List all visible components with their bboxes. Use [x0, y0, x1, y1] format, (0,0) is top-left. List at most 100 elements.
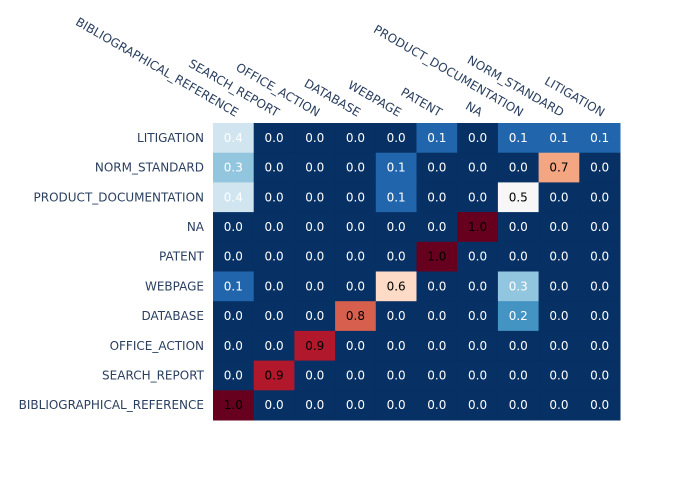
heatmap-cell-value: 0.9: [265, 368, 284, 382]
heatmap-cell-value: 0.0: [427, 161, 446, 175]
heatmap-cell-value: 0.0: [346, 220, 365, 234]
heatmap-cell-value: 0.0: [590, 309, 609, 323]
heatmap-cell-value: 0.0: [468, 309, 487, 323]
heatmap-cell: [375, 152, 417, 183]
heatmap-cell-value: 0.0: [265, 398, 284, 412]
heatmap-cell-value: 0.0: [427, 190, 446, 204]
heatmap-cell-value: 0.1: [509, 131, 528, 145]
heatmap-cell: [253, 182, 295, 213]
heatmap-cell: [579, 271, 621, 302]
heatmap-cell-value: 0.0: [346, 368, 365, 382]
heatmap-cell: [497, 330, 540, 362]
heatmap-cell-value: 0.0: [590, 398, 609, 412]
heatmap-cell-value: 0.0: [305, 131, 324, 145]
heatmap-cell: [416, 360, 458, 391]
heatmap-cell: [538, 301, 580, 332]
heatmap-cell: [294, 330, 336, 362]
heatmap-cell-value: 0.0: [468, 161, 487, 175]
heatmap-cell: [294, 301, 336, 332]
heatmap-cell-value: 1.0: [224, 398, 243, 412]
heatmap-cell-value: 0.0: [549, 339, 568, 353]
heatmap-cell-value: 0.0: [265, 131, 284, 145]
heatmap-cell-value: 0.1: [427, 131, 446, 145]
heatmap-cell-value: 0.0: [468, 398, 487, 412]
heatmap-cells: [213, 123, 621, 421]
heatmap-cell-value: 0.0: [387, 309, 406, 323]
heatmap-cell-value: 0.0: [509, 339, 528, 353]
heatmap-cell-value: 0.0: [224, 368, 243, 382]
y-tick-label: PATENT: [159, 250, 205, 264]
heatmap-cell: [253, 360, 295, 391]
heatmap-cell: [579, 301, 621, 332]
heatmap-cell-value: 0.0: [265, 339, 284, 353]
heatmap-cell-value: 0.0: [346, 398, 365, 412]
heatmap-cell: [375, 360, 417, 391]
heatmap-cell: [253, 123, 295, 154]
heatmap-cell-value: 0.0: [427, 398, 446, 412]
heatmap-cell: [213, 123, 255, 154]
heatmap-cell: [497, 182, 540, 213]
heatmap-cell-value: 0.0: [590, 220, 609, 234]
heatmap-cell-value: 0.9: [305, 339, 324, 353]
heatmap-cell-value: 0.0: [427, 309, 446, 323]
heatmap-cell: [294, 390, 336, 421]
heatmap-cell-value: 0.1: [387, 190, 406, 204]
heatmap-cell: [457, 271, 499, 302]
heatmap-cell: [294, 360, 336, 391]
heatmap-cell-value: 0.0: [346, 250, 365, 264]
heatmap-cell: [416, 241, 458, 272]
heatmap-cell: [497, 390, 540, 421]
heatmap-cell-value: 0.0: [305, 161, 324, 175]
heatmap-cell: [416, 152, 458, 183]
heatmap-cell: [375, 330, 417, 362]
heatmap-cell: [294, 182, 336, 213]
heatmap-cell: [213, 152, 255, 183]
y-tick-label: PRODUCT_DOCUMENTATION: [34, 190, 204, 204]
y-tick-label: WEBPAGE: [145, 279, 204, 293]
heatmap-cell-value: 0.0: [346, 161, 365, 175]
heatmap-cell-value: 0.0: [224, 339, 243, 353]
heatmap-cell-value: 0.0: [509, 398, 528, 412]
heatmap-cell: [497, 123, 540, 154]
heatmap-cell: [579, 241, 621, 272]
heatmap-cell-value: 0.7: [549, 161, 568, 175]
heatmap-cell: [294, 152, 336, 183]
heatmap-cell: [375, 301, 417, 332]
y-tick-label: NORM_STANDARD: [95, 161, 204, 175]
heatmap-cell: [497, 152, 540, 183]
heatmap-cell-value: 0.0: [346, 190, 365, 204]
heatmap-cell: [538, 360, 580, 391]
heatmap-cell: [416, 123, 458, 154]
heatmap-cell-value: 0.0: [305, 309, 324, 323]
y-tick-label: DATABASE: [141, 309, 204, 323]
heatmap-cell: [335, 390, 377, 421]
heatmap-cell-value: 0.0: [387, 368, 406, 382]
heatmap-cell: [457, 212, 499, 243]
heatmap-cell: [253, 390, 295, 421]
heatmap-cell-value: 0.0: [549, 250, 568, 264]
heatmap-cell-value: 0.1: [387, 161, 406, 175]
heatmap-cell-value: 0.4: [224, 131, 243, 145]
heatmap-cell: [538, 271, 580, 302]
heatmap-cell: [375, 182, 417, 213]
heatmap-cell-value: 0.0: [224, 220, 243, 234]
heatmap-cell: [538, 123, 580, 154]
heatmap-cell: [294, 271, 336, 302]
heatmap-cell-value: 0.0: [224, 309, 243, 323]
heatmap-cell-value: 0.0: [224, 250, 243, 264]
heatmap-cell: [416, 212, 458, 243]
heatmap-cell-value: 0.8: [346, 309, 365, 323]
heatmap-cell: [457, 123, 499, 154]
heatmap-cell: [538, 212, 580, 243]
heatmap-cell: [375, 123, 417, 154]
heatmap-cell: [375, 241, 417, 272]
heatmap-cell: [457, 390, 499, 421]
heatmap-cell-value: 0.0: [265, 309, 284, 323]
heatmap-cell-value: 0.0: [590, 368, 609, 382]
heatmap-cell: [497, 212, 540, 243]
heatmap-cell: [457, 330, 499, 362]
heatmap-cell-value: 0.0: [305, 398, 324, 412]
heatmap-cell-value: 0.0: [549, 279, 568, 293]
heatmap-cell: [294, 123, 336, 154]
heatmap-cell: [335, 271, 377, 302]
